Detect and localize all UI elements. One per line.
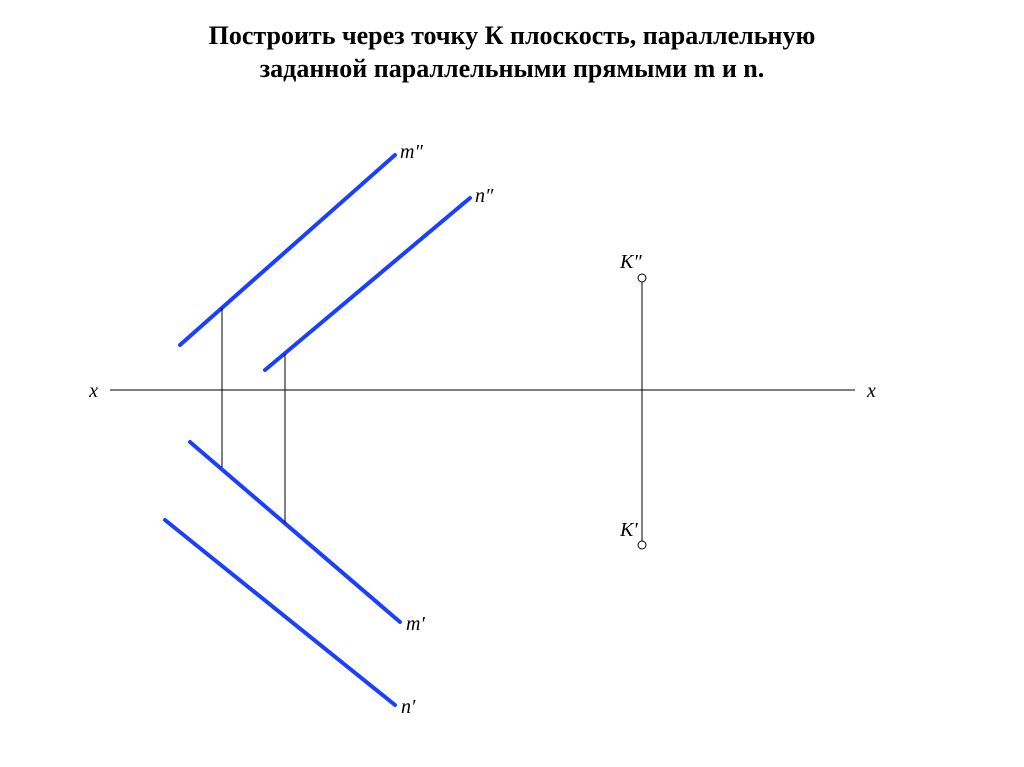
diagram-canvas: x x m″ n″ m′ n′ K″ K′ [0, 0, 1024, 767]
line-label-n1: m′ [406, 613, 425, 635]
line-n1 [190, 442, 400, 622]
line-label-n2: n″ [475, 185, 494, 207]
label-k1: K′ [619, 519, 638, 541]
point-k1 [638, 541, 646, 549]
x-axis-label-left: x [88, 380, 98, 402]
line-label-m1: n′ [401, 696, 416, 718]
line-n2 [265, 198, 470, 370]
line-m1 [165, 520, 395, 705]
label-k2: K″ [619, 251, 642, 273]
x-axis-label-right: x [866, 380, 876, 402]
line-label-m2: m″ [400, 141, 423, 163]
point-k2 [638, 274, 646, 282]
line-m2 [180, 155, 395, 345]
